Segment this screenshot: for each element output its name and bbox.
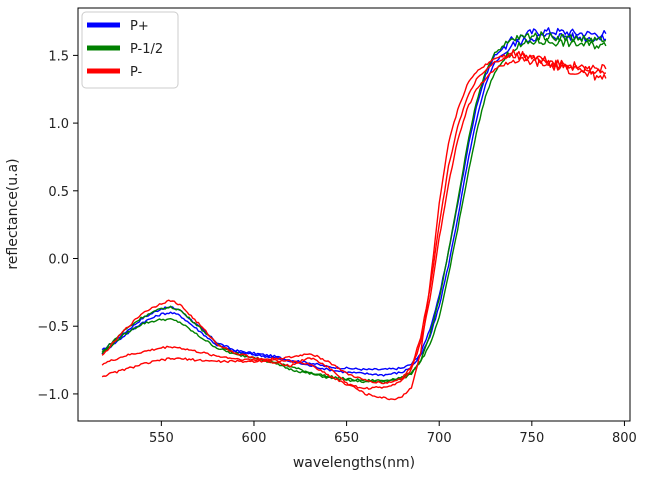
legend-items: P+ P-1/2 P- xyxy=(87,19,163,80)
series-line-p-1-2-2 xyxy=(101,37,607,382)
series-line-p--4 xyxy=(101,49,607,401)
legend-label: P-1/2 xyxy=(130,42,163,57)
y-tick-label: 0.5 xyxy=(48,185,69,200)
y-axis-label: reflectance(u.a) xyxy=(5,158,21,269)
legend-label: P+ xyxy=(130,19,149,34)
y-tick-label: −1.0 xyxy=(37,388,69,403)
x-tick-label: 550 xyxy=(149,431,174,446)
series-line-p--1 xyxy=(101,32,607,377)
plot-frame xyxy=(77,7,631,422)
x-tick-label: 700 xyxy=(427,431,452,446)
series-line-p--5 xyxy=(101,52,607,385)
y-tick-label: 1.5 xyxy=(48,49,69,64)
x-axis-label: wavelengths(nm) xyxy=(293,455,415,471)
x-tick-label: 800 xyxy=(612,431,637,446)
y-tick-label: 1.0 xyxy=(48,117,69,132)
y-tick-label: −0.5 xyxy=(37,320,69,335)
x-tick-label: 650 xyxy=(334,431,359,446)
legend: P+ P-1/2 P- xyxy=(81,11,179,89)
series-line-p--6 xyxy=(101,56,607,390)
x-tick-label: 750 xyxy=(519,431,544,446)
series-layer xyxy=(101,27,607,401)
x-tick-label: 600 xyxy=(242,431,267,446)
ticks-layer: 550 600 650 700 750 800 −1.0 −0.5 0.0 0.5 1.0 1.5 xyxy=(37,49,636,446)
series-line-p-1-2-3 xyxy=(101,31,607,384)
legend-label: P- xyxy=(130,65,143,80)
y-tick-label: 0.0 xyxy=(48,253,69,268)
